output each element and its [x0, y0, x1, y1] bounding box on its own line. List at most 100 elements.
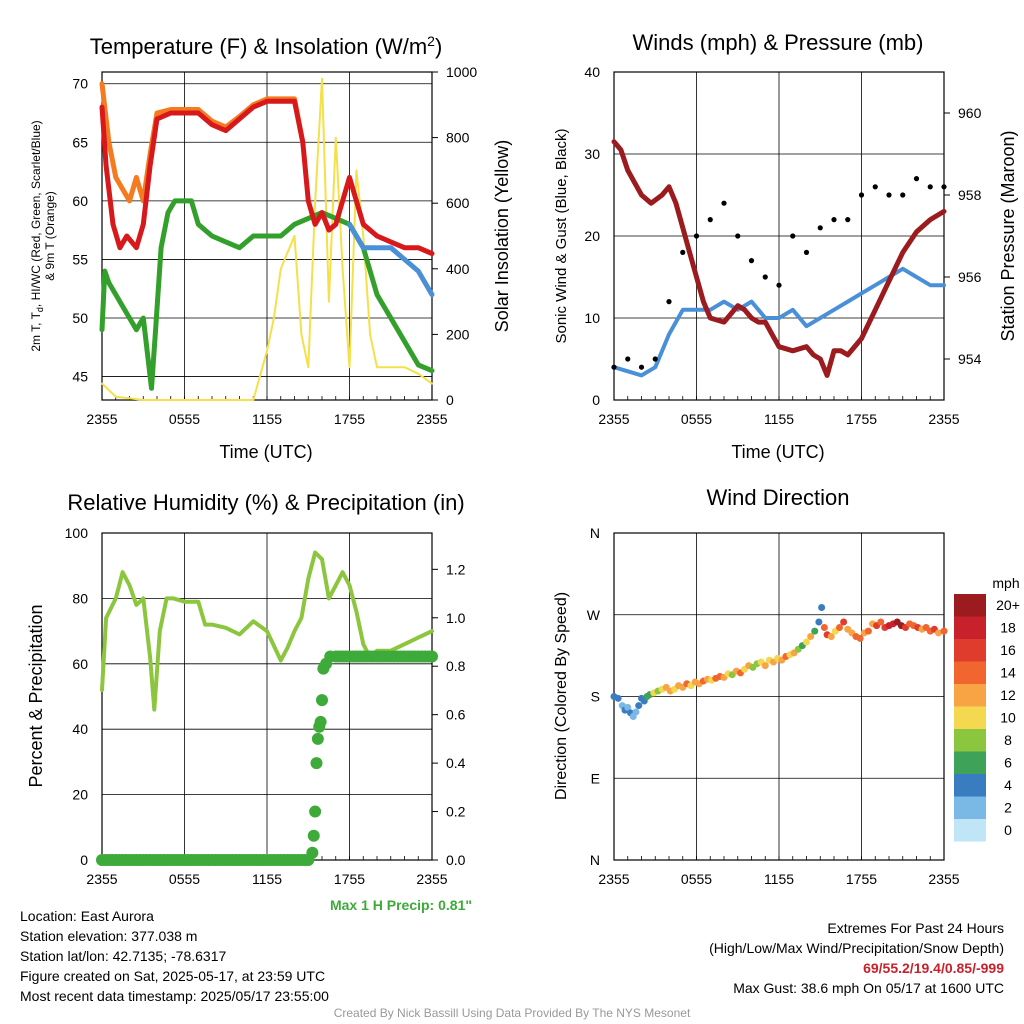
x-tick-label: 2355 [416, 411, 447, 427]
humidity-panel: Relative Humidity (%) & Precipitation (i… [26, 490, 472, 913]
y-tick-label-left: 55 [72, 251, 88, 267]
wind-direction-panel-title: Wind Direction [706, 485, 849, 510]
legend-label: 14 [1000, 665, 1016, 681]
gust-point [666, 299, 672, 305]
legend-label: 4 [1004, 777, 1012, 793]
x-tick-label: 0555 [169, 411, 200, 427]
y-tick-label-left: S [591, 689, 600, 705]
y-tick-label-left: 40 [72, 721, 88, 737]
x-tick-label: 1755 [846, 871, 877, 887]
x-tick-label: 1155 [764, 871, 794, 887]
y-tick-label-left: 70 [72, 76, 88, 92]
y-tick-label-left: N [590, 525, 600, 541]
direction-point [811, 627, 819, 635]
x-tick-label: 2355 [598, 871, 629, 887]
wind-direction-y-axis-label: Direction (Colored By Speed) [553, 592, 570, 800]
station-latlon: Station lat/lon: 42.7135; -78.6317 [20, 948, 227, 964]
gust-point [872, 184, 878, 190]
y-tick-label-right: 1000 [446, 64, 477, 80]
gust-point [886, 192, 892, 198]
y-tick-label-right: 0.4 [446, 755, 466, 771]
series-line-3 [347, 221, 435, 298]
y-tick-label-right: 800 [446, 130, 470, 146]
y-tick-label-left: 65 [72, 134, 88, 150]
max-gust: Max Gust: 38.6 mph On 05/17 at 1600 UTC [733, 980, 1004, 996]
gust-point [693, 233, 700, 239]
plot-frame [613, 71, 945, 401]
x-tick-label: 0555 [681, 871, 712, 887]
legend-label: 2 [1004, 800, 1012, 816]
precip-point [310, 757, 323, 770]
x-tick-label: 1755 [334, 411, 365, 427]
winds-x-axis-label: Time (UTC) [731, 442, 824, 462]
legend-label: 8 [1004, 732, 1012, 748]
gust-point [721, 200, 727, 206]
precip-point [309, 805, 322, 818]
precip-point [306, 846, 319, 859]
direction-point [840, 618, 848, 626]
gust-point [625, 356, 631, 362]
y-tick-label-left: 40 [584, 64, 600, 80]
winds-panel-title: Winds (mph) & Pressure (mb) [633, 30, 924, 55]
winds-y-axis-label-left: Sonic Wind & Gust (Blue, Black) [553, 128, 570, 343]
x-tick-label: 2355 [928, 871, 959, 887]
station-info: Location: East Aurora Station elevation:… [20, 906, 329, 1006]
x-tick-label: 1155 [252, 411, 282, 427]
station-location: Location: East Aurora [20, 908, 154, 924]
y-tick-label-right: 0.2 [446, 804, 466, 820]
y-tick-label-left: 80 [72, 590, 88, 606]
temperature-y-axis-label-left: 2m T, Td, HI/WC (Red, Green, Scarlet/Blu… [29, 120, 45, 351]
y-tick-label-right: 0 [446, 392, 454, 408]
direction-point [614, 694, 622, 702]
legend-label: 18 [1000, 620, 1016, 636]
precip-point [314, 715, 327, 728]
gust-point [858, 192, 865, 198]
speed-legend-title: mph [992, 575, 1019, 591]
y-tick-label-right: 1.0 [446, 610, 466, 626]
gust-point [927, 184, 933, 190]
gust-point [680, 249, 686, 255]
legend-label: 12 [1000, 687, 1016, 703]
y-tick-label-left: 60 [72, 656, 88, 672]
y-tick-label-left: 60 [72, 193, 88, 209]
credit-line: Created By Nick Bassill Using Data Provi… [333, 1006, 691, 1020]
x-tick-label: 2355 [928, 411, 959, 427]
legend-swatch [954, 684, 986, 707]
series-line-0 [99, 98, 435, 257]
gust-point [845, 217, 851, 223]
y-tick-label-right: 954 [958, 351, 982, 367]
legend-label: 20+ [996, 597, 1020, 613]
x-tick-label: 1155 [252, 871, 282, 887]
precip-annotation: Max 1 H Precip: 0.81" [330, 897, 472, 913]
y-tick-label-right: 1.2 [446, 561, 466, 577]
gust-point [652, 356, 658, 362]
gust-point [735, 233, 741, 239]
precip-point [307, 829, 320, 842]
y-tick-label-left: 50 [72, 310, 88, 326]
gust-point [831, 217, 837, 223]
y-tick-label-right: 0.8 [446, 658, 466, 674]
legend-swatch [954, 594, 986, 617]
speed-legend: mph 20+ 18 16 14 12 10 8 6 4 2 0 [954, 575, 1020, 842]
extremes-values: 69/55.2/19.4/0.85/-999 [863, 960, 1004, 976]
y-tick-label-right: 400 [446, 261, 470, 277]
gust-point [611, 364, 617, 370]
direction-point [877, 618, 885, 626]
humidity-y-axis-label: Percent & Precipitation [26, 604, 46, 787]
y-tick-label-left: 20 [584, 228, 600, 244]
direction-point [807, 633, 815, 641]
y-tick-label-left: W [587, 607, 601, 623]
legend-label: 10 [1000, 710, 1016, 726]
y-tick-label-left: 20 [72, 787, 88, 803]
y-tick-label-left: 0 [592, 392, 600, 408]
winds-panel: Winds (mph) & Pressure (mb) Time (UTC) S… [553, 30, 1018, 462]
x-tick-label: 1155 [764, 411, 794, 427]
gust-point [762, 274, 768, 280]
direction-point [820, 623, 828, 631]
temperature-panel-title: Temperature (F) & Insolation (W/m2) [90, 33, 443, 59]
direction-point [827, 633, 835, 641]
y-tick-label-left: 45 [72, 369, 88, 385]
y-tick-label-left: E [591, 770, 600, 786]
series-line-4 [101, 77, 433, 401]
y-tick-label-left: N [590, 852, 600, 868]
